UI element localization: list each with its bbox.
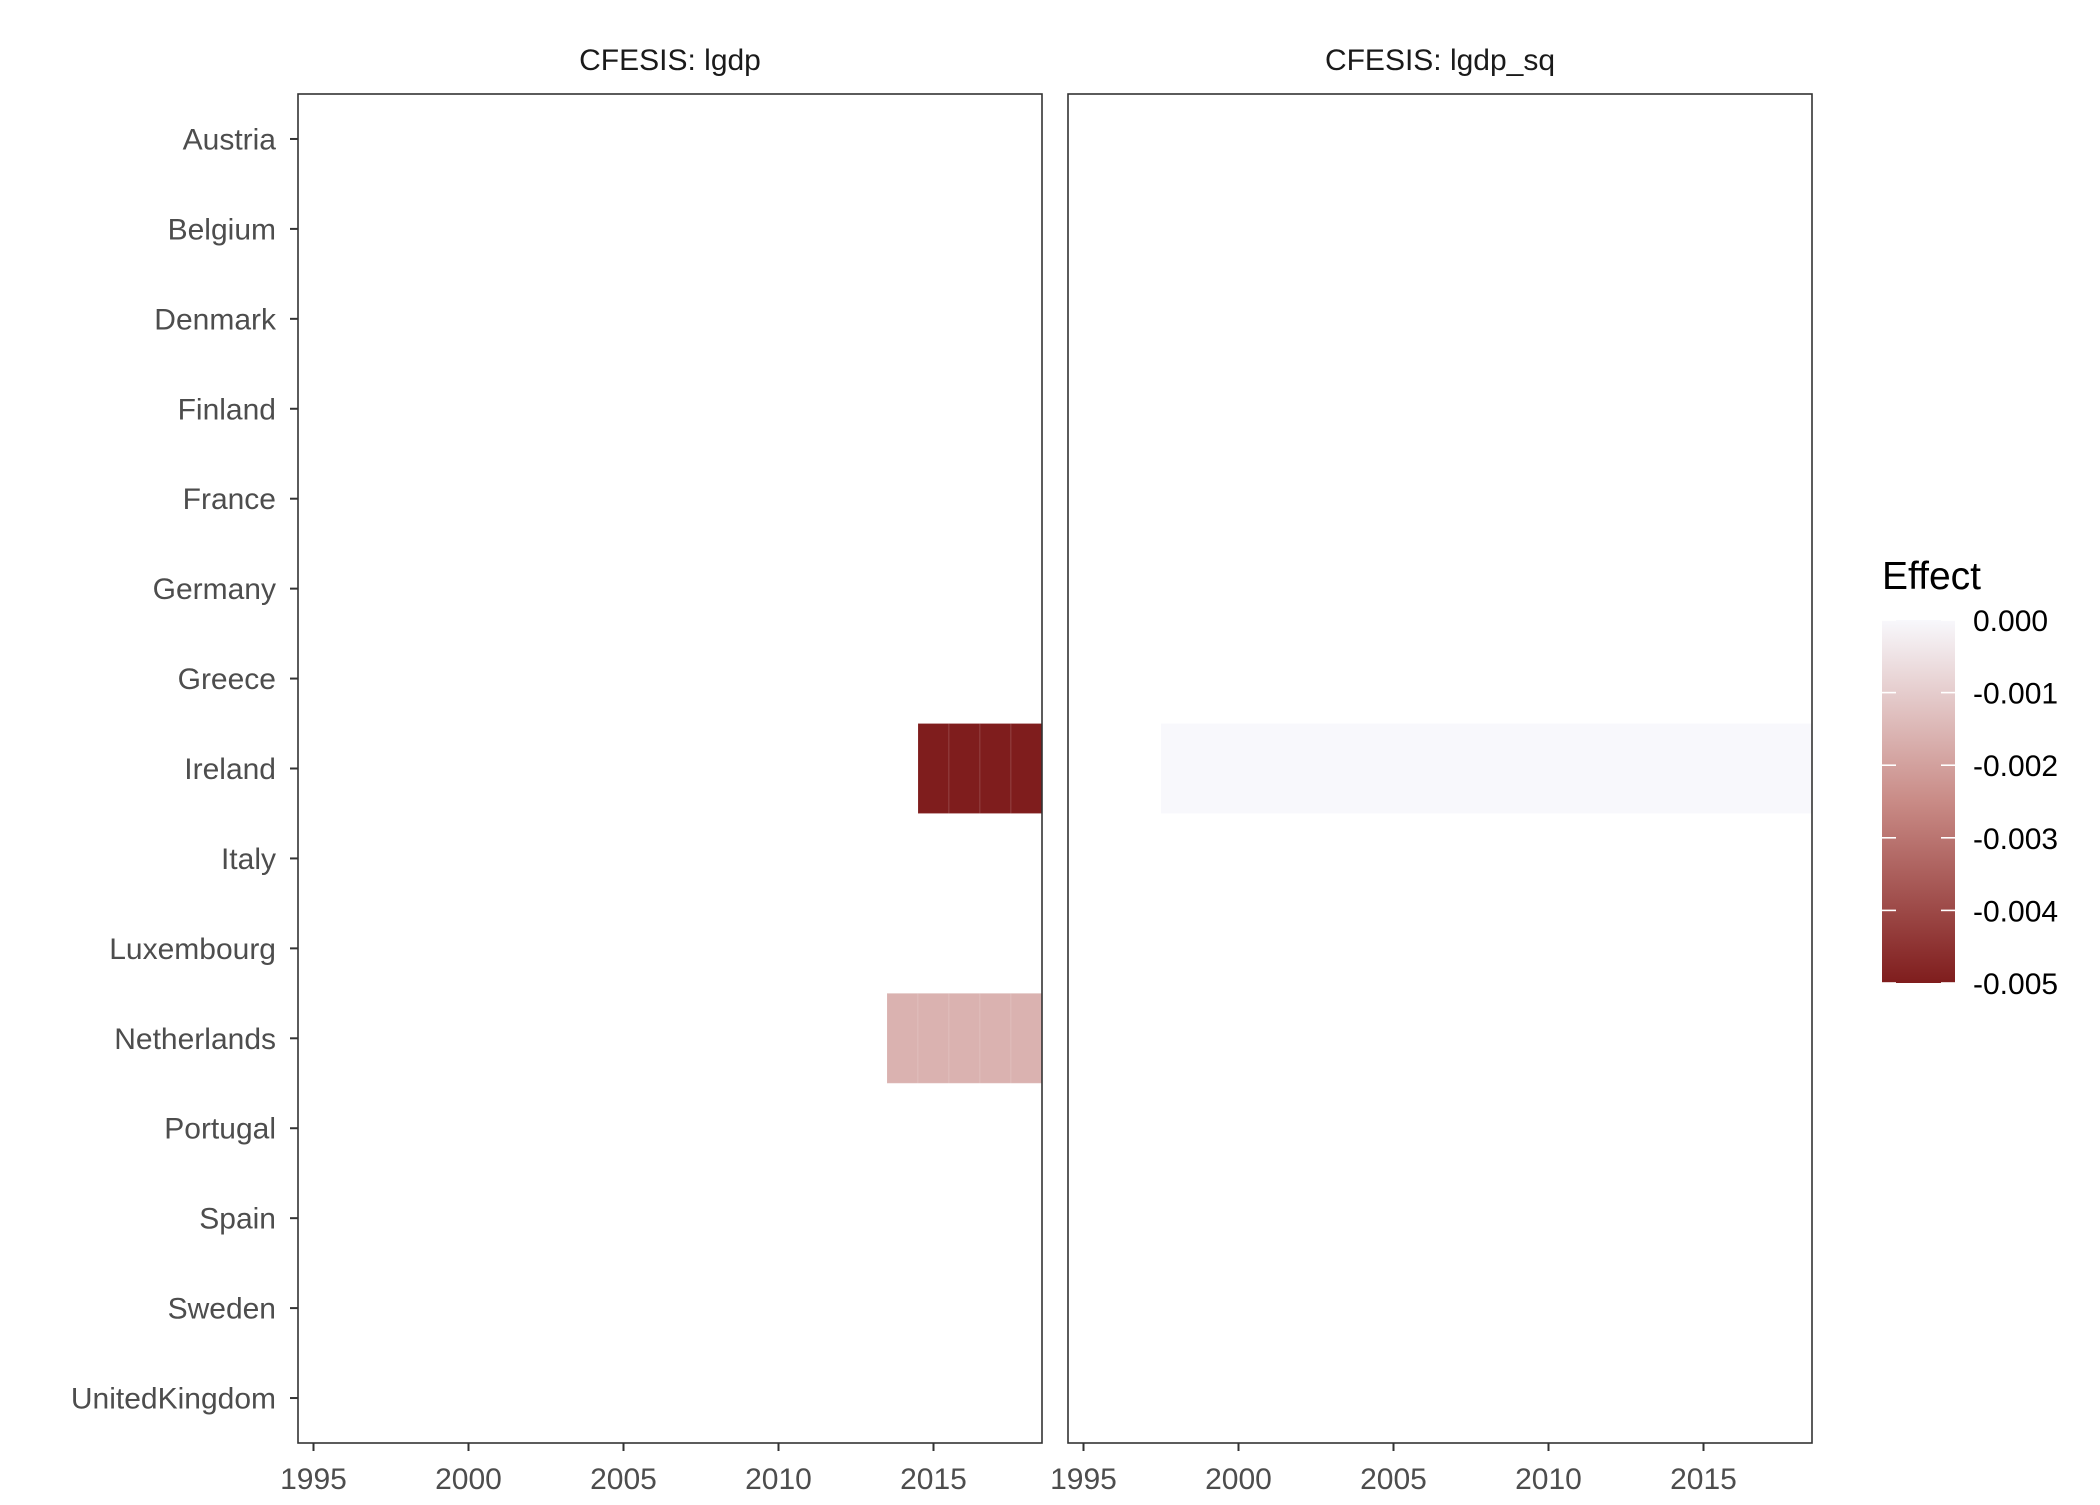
facet-panel-2: CFESIS: lgdp_sq 1995 2000 2005 2010 2015 (1050, 44, 1813, 1496)
y-tick-label: Austria (183, 123, 277, 156)
heat-cell (1501, 723, 1534, 814)
legend-tick-label: -0.001 (1973, 678, 2058, 711)
y-tick-label: UnitedKingdom (71, 1383, 276, 1416)
heat-cell (1191, 723, 1224, 814)
y-tick-label: Finland (178, 393, 276, 426)
x-tick-label: 2010 (745, 1463, 812, 1496)
heat-cell (948, 723, 981, 814)
y-tick-label: Belgium (168, 213, 276, 246)
heat-cell (1253, 723, 1286, 814)
heat-cell (1284, 723, 1317, 814)
heat-cell (1563, 723, 1596, 814)
x-tick-label: 2005 (1360, 1463, 1427, 1496)
heat-cell (886, 992, 919, 1084)
y-tick-label: Greece (178, 663, 276, 696)
x-tick-label: 2010 (1515, 1463, 1582, 1496)
heat-cell (979, 992, 1012, 1084)
facet-panel-1: CFESIS: lgdp 1995 2000 2005 2010 2015 (280, 44, 1043, 1496)
legend-tick-label: -0.005 (1973, 968, 2058, 1001)
heat-cell (1470, 723, 1503, 814)
y-tick-label: Netherlands (114, 1023, 276, 1056)
y-tick-label: Germany (153, 573, 276, 606)
y-tick-label: Italy (221, 843, 276, 876)
y-tick-label: Ireland (184, 753, 276, 786)
y-tick-label: France (183, 483, 276, 516)
heat-cell (1377, 723, 1410, 814)
heat-cell (979, 723, 1012, 814)
facet-title: CFESIS: lgdp_sq (1325, 44, 1555, 77)
heat-cell (1346, 723, 1379, 814)
x-tick-label: 2015 (1670, 1463, 1737, 1496)
x-tick-label: 2015 (900, 1463, 967, 1496)
facet-title: CFESIS: lgdp (579, 44, 761, 77)
heat-cell (917, 723, 950, 814)
x-tick-label: 1995 (280, 1463, 347, 1496)
heat-cell (1749, 723, 1782, 814)
x-tick-label: 1995 (1050, 1463, 1117, 1496)
panel-border (1067, 93, 1813, 1444)
legend-tick-label: -0.002 (1973, 750, 2058, 783)
heat-cell (1160, 723, 1193, 814)
heat-cell (948, 992, 981, 1084)
heat-cell (1594, 723, 1627, 814)
heat-cell (1532, 723, 1565, 814)
legend-tick-label: -0.004 (1973, 895, 2058, 928)
heat-cell (1439, 723, 1472, 814)
y-tick-label: Spain (199, 1203, 276, 1236)
legend-title: Effect (1882, 555, 1981, 598)
legend-colorbar (1882, 620, 1955, 983)
x-tick-label: 2000 (435, 1463, 502, 1496)
heat-cell (1010, 723, 1043, 814)
x-tick-label: 2005 (590, 1463, 657, 1496)
y-tick-label: Portugal (164, 1113, 276, 1146)
heat-cell (1687, 723, 1720, 814)
heat-cell (1656, 723, 1689, 814)
legend-tick-label: -0.003 (1973, 823, 2058, 856)
heat-cell (1010, 992, 1043, 1084)
heat-cell (1315, 723, 1348, 814)
x-tick-label: 2000 (1205, 1463, 1272, 1496)
heat-cell (1780, 723, 1813, 814)
y-tick-label: Denmark (154, 303, 277, 336)
heat-cell (1718, 723, 1751, 814)
y-tick-label: Luxembourg (109, 933, 276, 966)
heat-cell (1625, 723, 1658, 814)
y-tick-label: Sweden (168, 1293, 276, 1326)
heat-cell (1222, 723, 1255, 814)
legend-tick-label: 0.000 (1973, 605, 2048, 638)
heat-cell (1408, 723, 1441, 814)
heat-cell (917, 992, 950, 1084)
